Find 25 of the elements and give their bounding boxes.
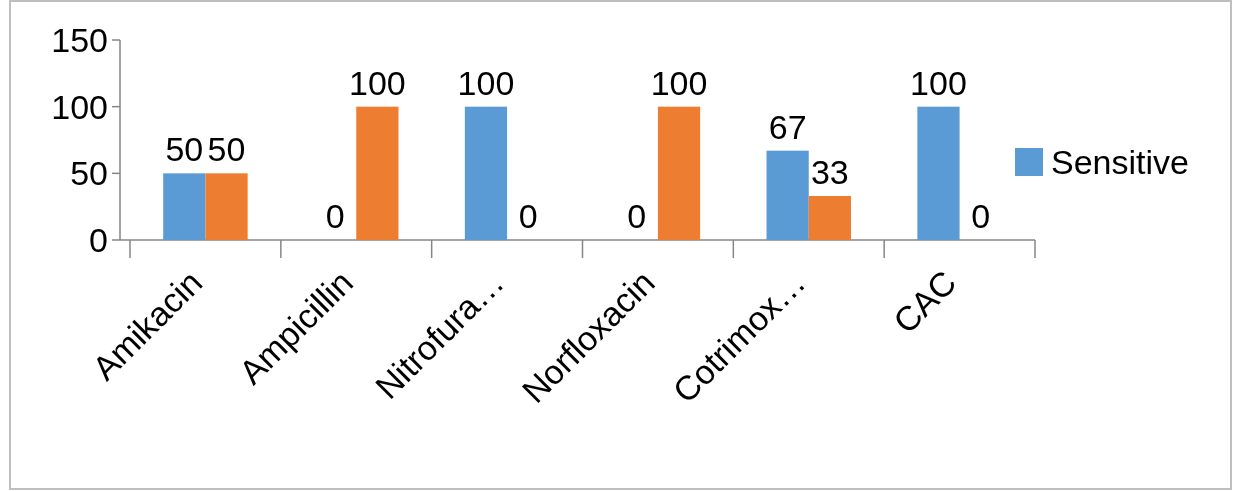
data-label: 50 <box>165 130 204 169</box>
data-label: 100 <box>910 63 967 102</box>
y-tick-label: 100 <box>51 87 108 126</box>
bar <box>808 196 851 240</box>
data-label: 0 <box>518 197 538 235</box>
data-label: 100 <box>650 63 708 102</box>
data-label: 0 <box>971 197 991 235</box>
data-label: 50 <box>207 130 246 169</box>
legend-label: Sensitive <box>1051 142 1189 181</box>
bar <box>356 106 399 240</box>
data-label: 33 <box>810 153 849 191</box>
bar <box>464 106 508 240</box>
data-label: 0 <box>627 197 647 235</box>
data-label: 0 <box>325 197 345 235</box>
bar <box>205 173 248 240</box>
bar <box>917 106 960 240</box>
data-label: 100 <box>349 63 406 102</box>
y-tick-label: 50 <box>70 154 108 193</box>
y-tick-label: 0 <box>89 220 108 259</box>
bar <box>657 106 701 240</box>
bar <box>766 150 809 240</box>
bar <box>163 173 206 240</box>
data-label: 67 <box>768 107 807 146</box>
data-label: 100 <box>457 63 515 102</box>
y-tick-label: 150 <box>51 20 108 59</box>
